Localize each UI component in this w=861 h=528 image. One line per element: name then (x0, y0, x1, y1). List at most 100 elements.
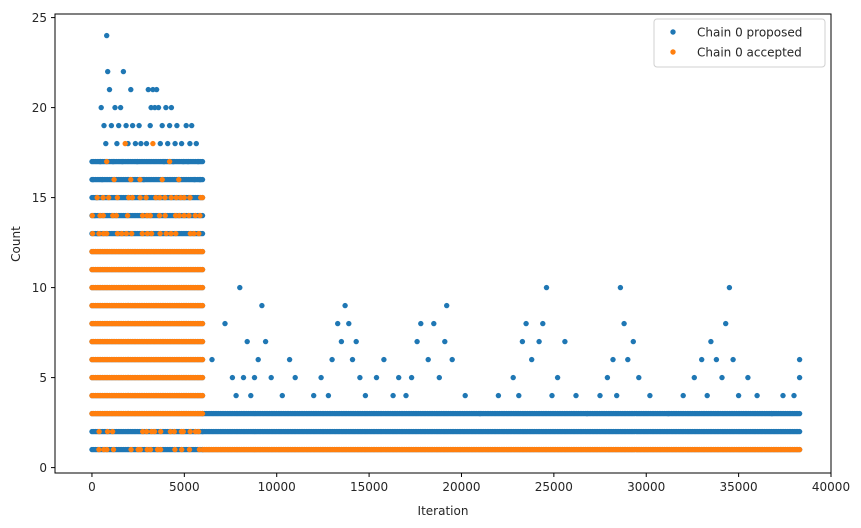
plot-frame (54, 13, 832, 474)
data-point (157, 140, 163, 147)
y-axis-ticks: 0 5 10 15 20 25 (32, 11, 55, 475)
data-point (614, 392, 620, 399)
data-point (123, 122, 129, 129)
data-point (163, 230, 169, 237)
data-point (621, 320, 627, 327)
x-tick-label: 25000 (535, 480, 573, 494)
data-point (335, 320, 341, 327)
data-point (477, 410, 483, 417)
data-point (449, 356, 455, 363)
data-point (796, 428, 803, 435)
data-point (180, 428, 186, 435)
data-point (129, 230, 135, 237)
data-point (96, 428, 102, 435)
data-point (495, 392, 502, 399)
data-point (89, 230, 96, 237)
data-point (396, 374, 402, 381)
data-point (183, 122, 189, 129)
data-point (222, 320, 228, 327)
data-point (562, 338, 568, 345)
data-point (647, 392, 653, 399)
data-point (123, 230, 130, 237)
data-point (233, 392, 239, 399)
data-point (161, 158, 167, 165)
data-point (199, 230, 206, 237)
data-point (196, 230, 202, 237)
data-point (444, 302, 450, 309)
data-point (129, 194, 136, 201)
legend-marker-proposed (670, 29, 676, 35)
data-point (97, 158, 104, 165)
data-point (119, 230, 125, 237)
data-point (96, 446, 102, 453)
data-point (199, 284, 206, 291)
data-point (730, 356, 736, 363)
data-point (199, 410, 206, 417)
data-point (171, 428, 177, 435)
data-point (104, 32, 110, 39)
data-point (157, 230, 163, 237)
y-tick-label: 5 (39, 371, 47, 385)
data-point (262, 338, 269, 345)
data-point (708, 338, 714, 345)
data-point (143, 194, 149, 201)
data-point (630, 338, 636, 345)
data-point (129, 122, 136, 129)
data-point (699, 356, 705, 363)
data-point (104, 428, 111, 435)
data-point (110, 158, 116, 165)
data-point (381, 356, 387, 363)
data-point (108, 122, 115, 129)
data-point (436, 374, 442, 381)
data-point (191, 176, 198, 183)
data-point (144, 230, 151, 237)
x-tick-label: 20000 (442, 480, 480, 494)
data-point (191, 230, 197, 237)
data-point (229, 374, 236, 381)
data-point (418, 320, 424, 327)
data-point (796, 446, 803, 453)
data-point (109, 428, 116, 435)
data-point (199, 338, 206, 345)
data-point (157, 194, 163, 201)
data-point (726, 284, 733, 291)
data-point (157, 446, 164, 453)
data-point (442, 338, 448, 345)
data-point (168, 194, 174, 201)
data-point (101, 122, 107, 129)
data-point (165, 140, 171, 147)
data-point (573, 392, 579, 399)
data-point (425, 356, 431, 363)
data-point (153, 86, 160, 93)
data-point (325, 392, 332, 399)
y-tick-label: 25 (32, 11, 47, 25)
data-point (89, 212, 96, 219)
data-point (199, 356, 206, 363)
data-point (197, 176, 203, 183)
data-point (408, 374, 415, 381)
x-tick-label: 35000 (720, 480, 758, 494)
series-0-points (89, 32, 803, 453)
data-point (187, 194, 193, 201)
data-point (162, 212, 168, 219)
y-tick-label: 10 (32, 281, 47, 295)
data-point (180, 158, 187, 165)
data-point (100, 212, 107, 219)
data-point (114, 230, 121, 237)
x-tick-label: 10000 (258, 480, 296, 494)
data-point (90, 176, 96, 183)
data-point (311, 392, 317, 399)
y-tick-label: 20 (32, 101, 47, 115)
data-point (187, 140, 193, 147)
data-point (106, 194, 112, 201)
data-point (148, 104, 154, 111)
data-point (179, 446, 185, 453)
data-point (124, 212, 131, 219)
data-point (158, 428, 164, 435)
data-point (286, 356, 293, 363)
data-point (114, 194, 121, 201)
data-point (103, 140, 109, 147)
data-point (174, 122, 180, 129)
data-point (100, 194, 106, 201)
